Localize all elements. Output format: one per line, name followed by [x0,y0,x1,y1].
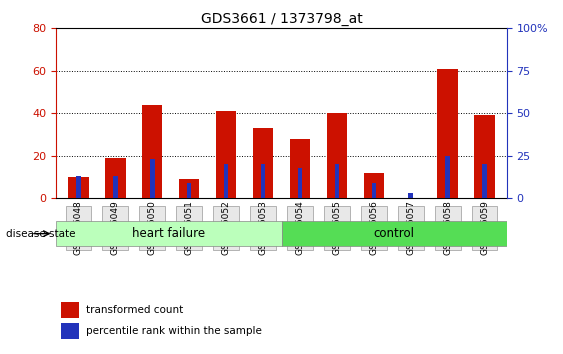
Text: GSM476058: GSM476058 [443,200,452,255]
Text: GSM476050: GSM476050 [148,200,157,255]
FancyBboxPatch shape [361,206,387,250]
Text: GSM476052: GSM476052 [222,200,231,255]
Bar [327,113,347,198]
Text: GSM476059: GSM476059 [480,200,489,255]
Text: control: control [374,227,414,240]
Text: GSM476051: GSM476051 [185,200,194,255]
FancyBboxPatch shape [472,206,498,250]
FancyBboxPatch shape [56,221,282,246]
FancyBboxPatch shape [324,206,350,250]
Text: percentile rank within the sample: percentile rank within the sample [86,326,261,336]
FancyBboxPatch shape [102,206,128,250]
Bar [437,69,458,198]
FancyBboxPatch shape [287,206,313,250]
Text: GSM476049: GSM476049 [111,200,120,255]
Bar [142,105,163,198]
Bar [409,193,413,198]
Text: GSM476057: GSM476057 [406,200,415,255]
Text: transformed count: transformed count [86,305,183,315]
FancyBboxPatch shape [176,206,202,250]
Text: GSM476055: GSM476055 [332,200,341,255]
Text: disease state: disease state [6,229,75,239]
Bar [364,173,384,198]
Bar [76,176,81,198]
FancyBboxPatch shape [250,206,276,250]
Title: GDS3661 / 1373798_at: GDS3661 / 1373798_at [200,12,363,26]
FancyBboxPatch shape [435,206,461,250]
Bar [372,183,376,198]
Bar [253,128,273,198]
Bar [61,302,79,318]
Bar [179,179,199,198]
Bar [445,156,450,198]
Bar [150,159,154,198]
Text: GSM476054: GSM476054 [296,200,305,255]
Bar [334,164,339,198]
Bar [224,164,229,198]
Bar [105,158,126,198]
Text: GSM476056: GSM476056 [369,200,378,255]
FancyBboxPatch shape [398,206,423,250]
FancyBboxPatch shape [140,206,165,250]
Text: GSM476053: GSM476053 [258,200,267,255]
Text: heart failure: heart failure [132,227,205,240]
Bar [482,164,487,198]
Bar [61,323,79,339]
Bar [187,183,191,198]
Bar [68,177,88,198]
Bar [216,111,236,198]
Bar [113,176,118,198]
FancyBboxPatch shape [65,206,91,250]
FancyBboxPatch shape [282,221,507,246]
Bar [290,139,310,198]
FancyBboxPatch shape [213,206,239,250]
Text: GSM476048: GSM476048 [74,200,83,255]
Bar [298,168,302,198]
Bar [261,164,265,198]
Bar [475,115,495,198]
